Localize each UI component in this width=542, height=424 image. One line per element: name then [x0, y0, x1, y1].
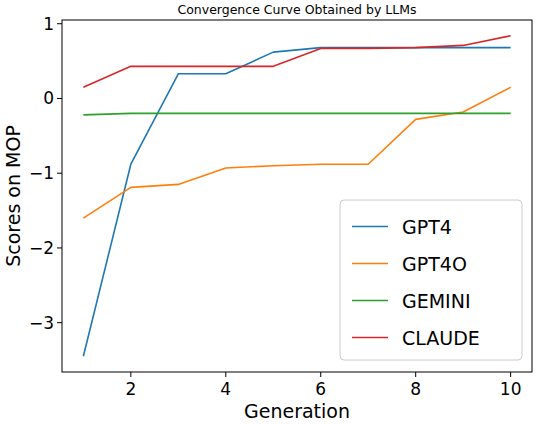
x-tick [415, 372, 416, 377]
series-line [83, 113, 510, 114]
title: Convergence Curve Obtained by LLMs [177, 2, 416, 17]
x-tick-label: 4 [220, 379, 231, 399]
legend-label: GPT4O [402, 253, 467, 275]
y-tick [57, 322, 62, 323]
chart: Convergence Curve Obtained by LLMs246810… [0, 0, 542, 424]
y-tick-label: −3 [29, 313, 54, 333]
legend-box [340, 200, 522, 360]
x-tick-label: 6 [315, 379, 326, 399]
y-tick-label: 1 [43, 14, 54, 34]
y-tick-label: 0 [43, 88, 54, 108]
y-tick [57, 173, 62, 174]
plot-area [83, 36, 510, 357]
y-tick-label: −2 [29, 238, 54, 258]
legend-label: GEMINI [402, 290, 471, 312]
y-tick-label: −1 [29, 163, 54, 183]
y-axis-label: Scores on MOP [2, 125, 24, 267]
x-tick [510, 372, 511, 377]
y-tick [57, 247, 62, 248]
legend-swatch [352, 226, 388, 228]
legend-label: CLAUDE [402, 327, 480, 349]
x-tick [320, 372, 321, 377]
x-tick-label: 2 [125, 379, 136, 399]
legend-swatch [352, 337, 388, 339]
legend-swatch [352, 263, 388, 265]
x-tick [225, 372, 226, 377]
x-axis-label: Generation [244, 400, 350, 422]
legend-swatch [352, 300, 388, 302]
series-line [83, 36, 510, 88]
legend-label: GPT4 [402, 216, 452, 238]
x-tick-label: 10 [500, 379, 522, 399]
y-tick [57, 23, 62, 24]
y-tick [57, 98, 62, 99]
legend: GPT4 GPT4O GEMINI CLAUDE [340, 200, 522, 360]
x-tick [130, 372, 131, 377]
series-line [83, 87, 510, 218]
x-tick-label: 8 [410, 379, 421, 399]
plot-frame [62, 20, 532, 372]
